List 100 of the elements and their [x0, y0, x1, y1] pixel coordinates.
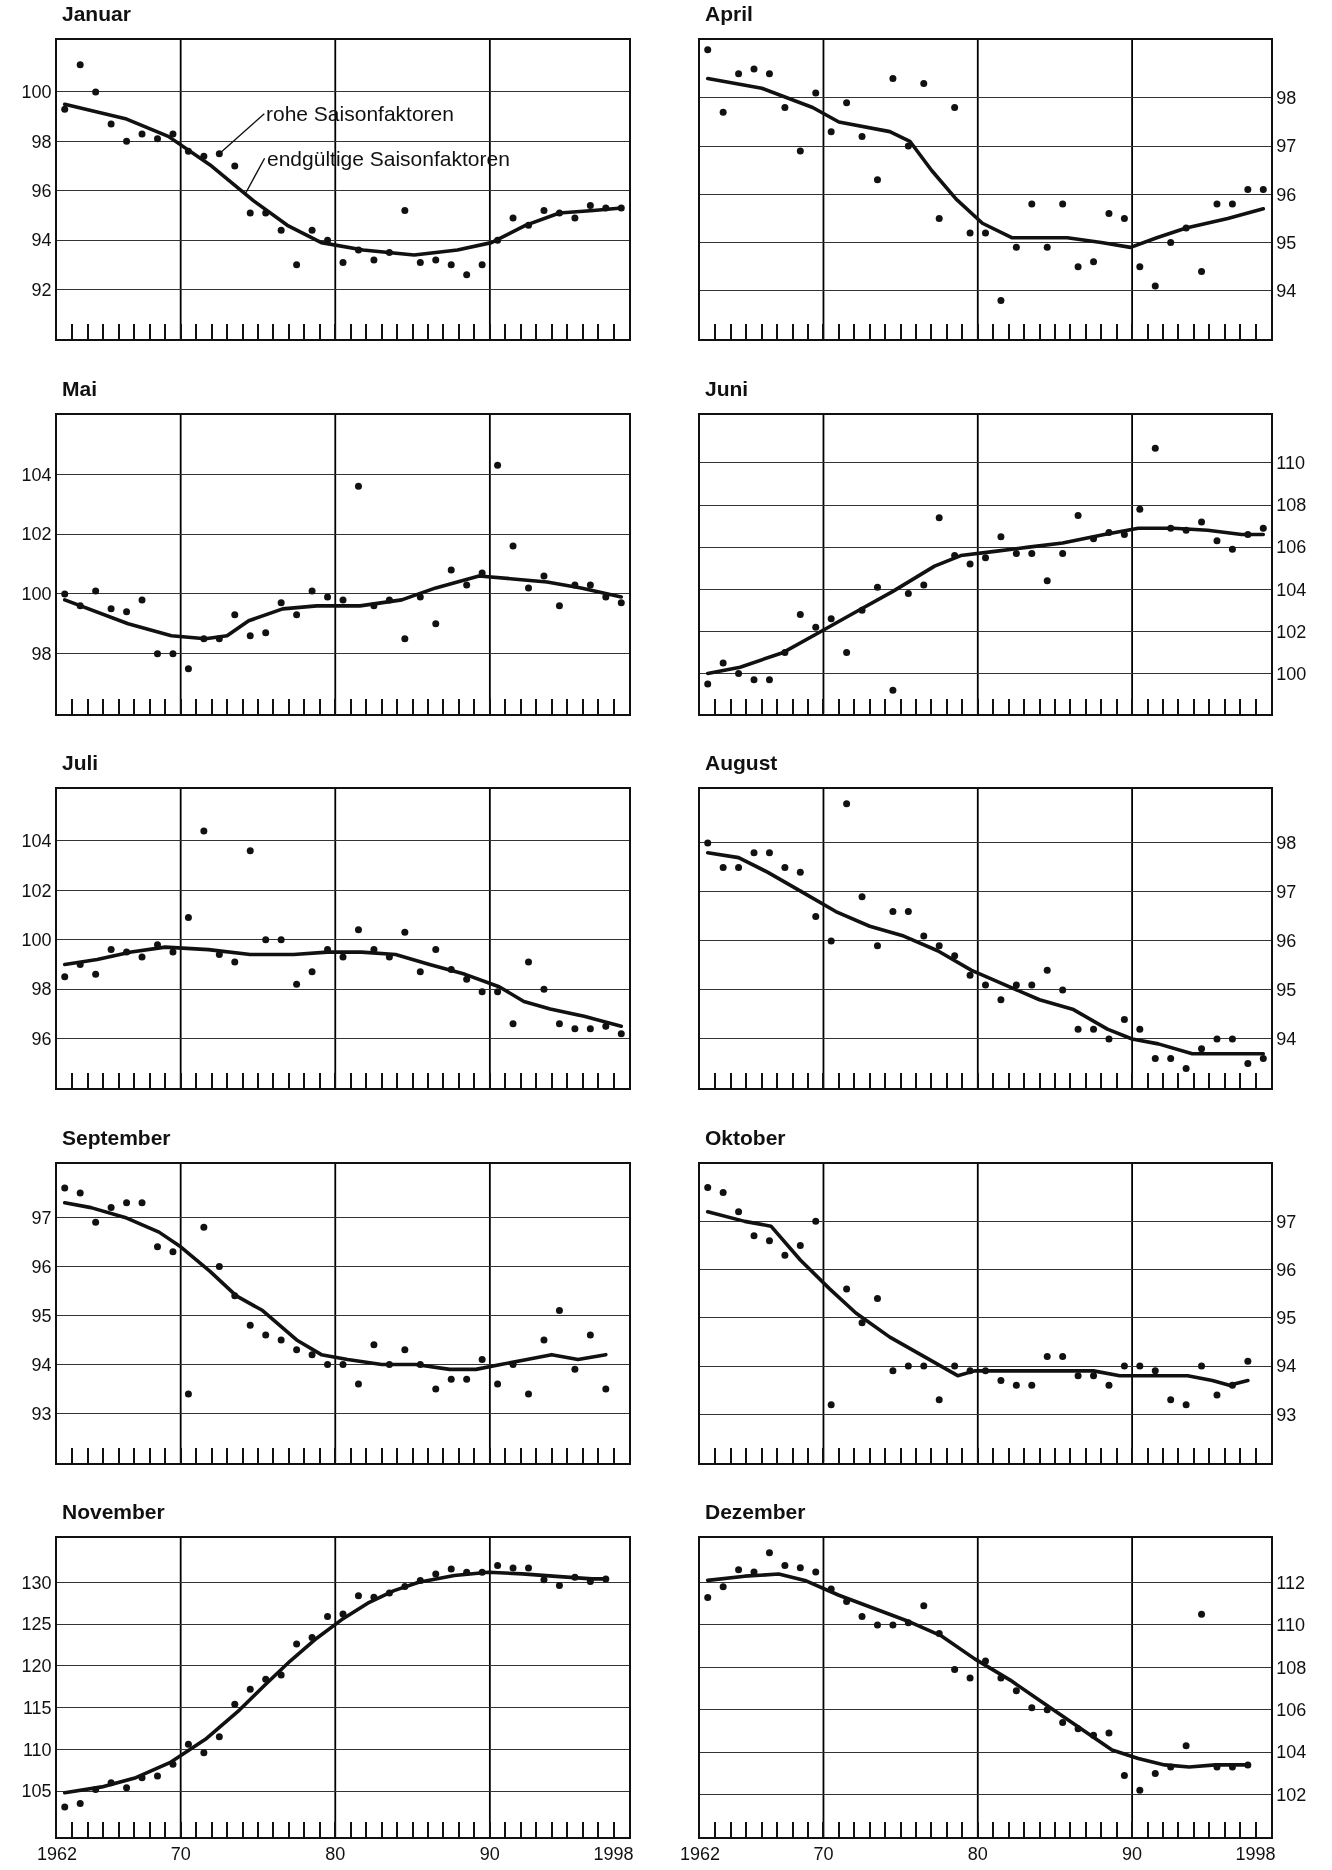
point	[555, 209, 563, 217]
point	[1136, 1025, 1144, 1033]
point	[1090, 1025, 1098, 1033]
point	[704, 46, 712, 54]
point	[169, 1248, 177, 1256]
point	[1012, 549, 1020, 557]
point	[416, 1360, 424, 1368]
y-tick-label: 102	[1276, 621, 1307, 642]
point	[1136, 263, 1144, 271]
point	[1105, 210, 1113, 218]
point	[76, 602, 84, 610]
y-tick-label: 95	[1276, 1308, 1297, 1329]
y-tick-label: 97	[31, 1207, 52, 1228]
point	[231, 162, 239, 170]
point	[1182, 1064, 1190, 1072]
point	[1182, 1742, 1190, 1750]
point	[920, 932, 928, 940]
point	[370, 1341, 378, 1349]
point	[1244, 1059, 1252, 1067]
point	[1136, 1362, 1144, 1370]
y-tick-label: 105	[21, 1781, 52, 1802]
point	[843, 800, 851, 808]
point	[827, 937, 835, 945]
point	[123, 1784, 131, 1792]
point	[385, 1360, 393, 1368]
point	[432, 1570, 440, 1578]
point	[401, 207, 409, 214]
point	[416, 593, 424, 601]
y-tick-label: 106	[1276, 1700, 1307, 1721]
point	[920, 1362, 928, 1370]
point	[200, 152, 208, 160]
point	[1167, 1763, 1175, 1771]
y-tick-label: 92	[31, 279, 52, 300]
chart-title: April	[705, 2, 753, 25]
point	[1059, 1718, 1067, 1726]
point	[184, 147, 192, 155]
point	[1167, 1055, 1175, 1063]
point	[1213, 200, 1221, 208]
point	[1259, 186, 1267, 193]
point	[858, 132, 866, 140]
point	[92, 1785, 100, 1793]
point	[354, 482, 362, 490]
point	[200, 1223, 208, 1231]
point	[812, 623, 820, 631]
point	[308, 1351, 316, 1359]
x-tick-label: 80	[967, 1844, 988, 1865]
point	[1259, 1055, 1267, 1063]
point	[478, 988, 486, 996]
point	[401, 1346, 409, 1354]
point	[750, 65, 758, 73]
point	[904, 1362, 912, 1370]
point	[1198, 1045, 1206, 1053]
point	[1198, 518, 1206, 526]
point	[904, 589, 912, 597]
point	[153, 650, 161, 658]
point	[951, 1665, 959, 1673]
point	[293, 1346, 301, 1354]
y-tick-label: 97	[1276, 1211, 1297, 1232]
point	[525, 584, 533, 592]
point	[719, 1583, 727, 1591]
point	[858, 606, 866, 614]
point	[478, 261, 486, 269]
point	[339, 953, 347, 961]
point	[463, 1568, 471, 1576]
point	[293, 1640, 301, 1648]
point	[416, 968, 424, 976]
point	[123, 137, 131, 145]
point	[1074, 1372, 1082, 1380]
point	[61, 1803, 69, 1811]
point	[1167, 524, 1175, 532]
point	[447, 965, 455, 973]
point	[1028, 549, 1036, 557]
chart-title: August	[705, 751, 778, 774]
point	[339, 596, 347, 604]
point	[781, 104, 789, 112]
point	[1167, 239, 1175, 247]
point	[370, 602, 378, 610]
point	[843, 99, 851, 107]
point	[354, 926, 362, 934]
point	[246, 209, 254, 217]
point	[1059, 200, 1067, 208]
x-tick-label: 1998	[593, 1844, 634, 1865]
point	[215, 1733, 223, 1741]
y-tick-label: 94	[31, 230, 52, 251]
point	[1059, 1352, 1067, 1360]
point	[308, 968, 316, 976]
point	[76, 1800, 84, 1808]
point	[494, 236, 502, 244]
point	[324, 593, 332, 601]
point	[1074, 263, 1082, 271]
point	[617, 204, 625, 212]
point	[951, 104, 959, 112]
point	[1151, 1367, 1159, 1375]
point	[982, 1367, 989, 1375]
point	[215, 635, 223, 643]
point	[385, 1589, 393, 1597]
point	[540, 1336, 548, 1344]
point	[200, 827, 208, 835]
point	[1105, 528, 1113, 536]
point	[432, 1385, 440, 1393]
